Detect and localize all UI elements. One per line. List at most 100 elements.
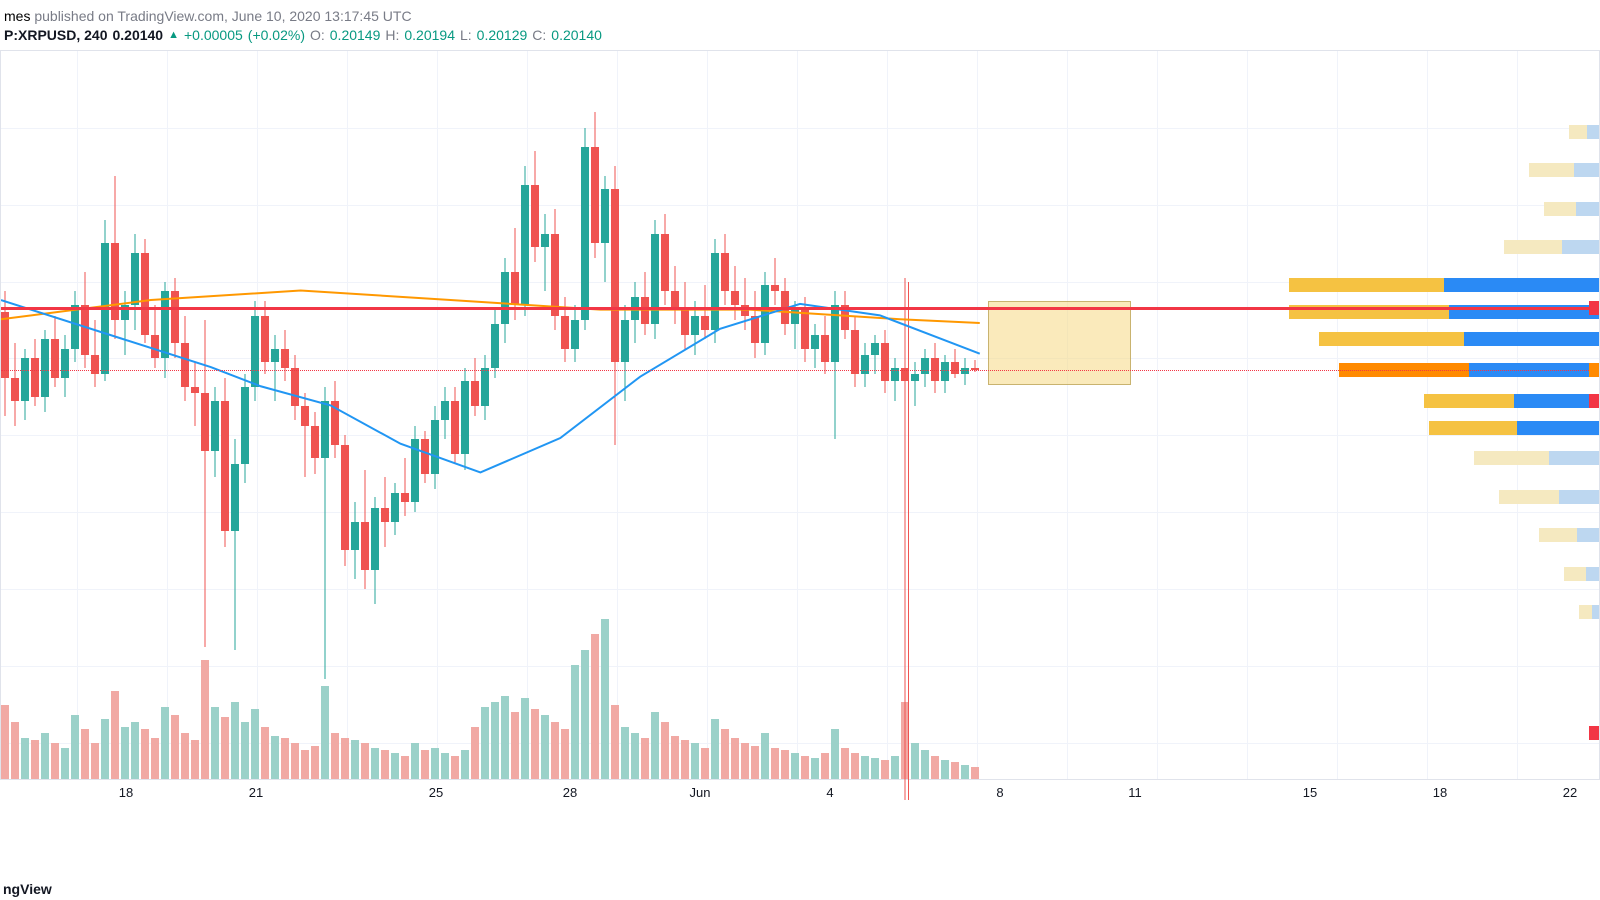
- candle[interactable]: [511, 51, 519, 781]
- candle[interactable]: [711, 51, 719, 781]
- candle[interactable]: [441, 51, 449, 781]
- price-chart[interactable]: [0, 50, 1600, 780]
- candle[interactable]: [611, 51, 619, 781]
- candle[interactable]: [131, 51, 139, 781]
- candle[interactable]: [881, 51, 889, 781]
- candle[interactable]: [31, 51, 39, 781]
- candle[interactable]: [951, 51, 959, 781]
- candle[interactable]: [91, 51, 99, 781]
- candle[interactable]: [211, 51, 219, 781]
- candle[interactable]: [361, 51, 369, 781]
- candle[interactable]: [721, 51, 729, 781]
- candle[interactable]: [551, 51, 559, 781]
- candle[interactable]: [471, 51, 479, 781]
- candle[interactable]: [251, 51, 259, 781]
- candle[interactable]: [301, 51, 309, 781]
- candle[interactable]: [541, 51, 549, 781]
- candle[interactable]: [531, 51, 539, 781]
- candle[interactable]: [271, 51, 279, 781]
- candle[interactable]: [451, 51, 459, 781]
- candle[interactable]: [191, 51, 199, 781]
- candle[interactable]: [491, 51, 499, 781]
- candle[interactable]: [671, 51, 679, 781]
- candle[interactable]: [791, 51, 799, 781]
- candle[interactable]: [161, 51, 169, 781]
- candle[interactable]: [351, 51, 359, 781]
- candle[interactable]: [641, 51, 649, 781]
- candle[interactable]: [751, 51, 759, 781]
- candle[interactable]: [341, 51, 349, 781]
- candle[interactable]: [561, 51, 569, 781]
- candle[interactable]: [461, 51, 469, 781]
- candle[interactable]: [891, 51, 899, 781]
- candle[interactable]: [11, 51, 19, 781]
- candle[interactable]: [681, 51, 689, 781]
- candle[interactable]: [591, 51, 599, 781]
- candle[interactable]: [831, 51, 839, 781]
- candle[interactable]: [821, 51, 829, 781]
- candle[interactable]: [331, 51, 339, 781]
- candle[interactable]: [581, 51, 589, 781]
- candle[interactable]: [371, 51, 379, 781]
- candle[interactable]: [631, 51, 639, 781]
- candle[interactable]: [141, 51, 149, 781]
- candle[interactable]: [411, 51, 419, 781]
- candle[interactable]: [941, 51, 949, 781]
- candle[interactable]: [221, 51, 229, 781]
- candle[interactable]: [601, 51, 609, 781]
- highlight-zone[interactable]: [988, 301, 1131, 386]
- candle[interactable]: [51, 51, 59, 781]
- candle[interactable]: [811, 51, 819, 781]
- candle[interactable]: [431, 51, 439, 781]
- candle[interactable]: [861, 51, 869, 781]
- candle[interactable]: [81, 51, 89, 781]
- candle[interactable]: [741, 51, 749, 781]
- candle[interactable]: [501, 51, 509, 781]
- candle[interactable]: [661, 51, 669, 781]
- candle[interactable]: [911, 51, 919, 781]
- candle[interactable]: [421, 51, 429, 781]
- candle[interactable]: [181, 51, 189, 781]
- candle[interactable]: [291, 51, 299, 781]
- candle[interactable]: [931, 51, 939, 781]
- candle[interactable]: [401, 51, 409, 781]
- candle[interactable]: [111, 51, 119, 781]
- candle[interactable]: [731, 51, 739, 781]
- candle[interactable]: [101, 51, 109, 781]
- candle[interactable]: [151, 51, 159, 781]
- candle[interactable]: [231, 51, 239, 781]
- candle[interactable]: [201, 51, 209, 781]
- candle[interactable]: [171, 51, 179, 781]
- candle[interactable]: [961, 51, 969, 781]
- candle[interactable]: [921, 51, 929, 781]
- candle[interactable]: [971, 51, 979, 781]
- candle[interactable]: [311, 51, 319, 781]
- candle[interactable]: [21, 51, 29, 781]
- candle[interactable]: [801, 51, 809, 781]
- candle[interactable]: [621, 51, 629, 781]
- candle[interactable]: [691, 51, 699, 781]
- candle[interactable]: [521, 51, 529, 781]
- candle[interactable]: [651, 51, 659, 781]
- candle[interactable]: [121, 51, 129, 781]
- candle[interactable]: [281, 51, 289, 781]
- candle[interactable]: [61, 51, 69, 781]
- candle[interactable]: [41, 51, 49, 781]
- candle[interactable]: [571, 51, 579, 781]
- resistance-line[interactable]: [1, 307, 1599, 310]
- candle[interactable]: [391, 51, 399, 781]
- candle[interactable]: [701, 51, 709, 781]
- candle[interactable]: [871, 51, 879, 781]
- candle[interactable]: [261, 51, 269, 781]
- candle[interactable]: [321, 51, 329, 781]
- candle[interactable]: [1, 51, 9, 781]
- candle[interactable]: [381, 51, 389, 781]
- candle[interactable]: [841, 51, 849, 781]
- candle[interactable]: [241, 51, 249, 781]
- candle[interactable]: [771, 51, 779, 781]
- candle[interactable]: [481, 51, 489, 781]
- candle[interactable]: [851, 51, 859, 781]
- candle[interactable]: [761, 51, 769, 781]
- candle[interactable]: [781, 51, 789, 781]
- candle[interactable]: [71, 51, 79, 781]
